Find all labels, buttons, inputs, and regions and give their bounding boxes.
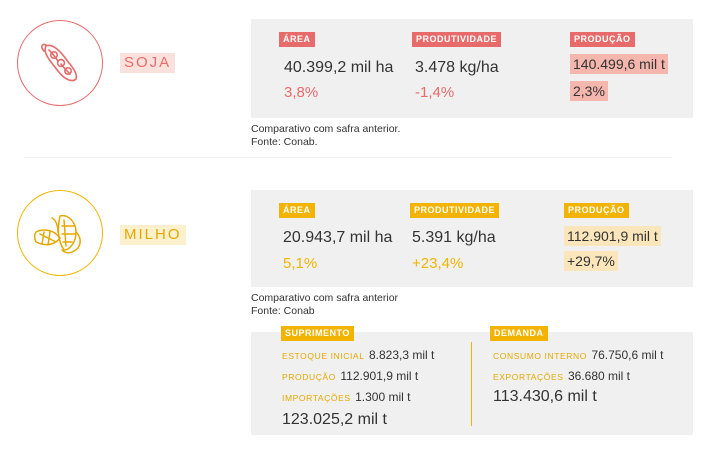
consumo-interno-key: CONSUMO INTERNO bbox=[493, 351, 587, 361]
soja-name: SOJA bbox=[120, 53, 176, 73]
soja-area-value: 40.399,2 mil ha bbox=[284, 59, 394, 76]
demanda-label: DEMANDA bbox=[490, 326, 548, 341]
soja-produtividade-label: PRODUTIVIDADE bbox=[412, 32, 502, 47]
corn-cob-icon bbox=[33, 214, 81, 254]
exportacoes-value: 36.680 mil t bbox=[567, 369, 631, 383]
consumo-interno-row: CONSUMO INTERNO 76.750,6 mil t bbox=[493, 348, 664, 363]
milho-area-value: 20.943,7 mil ha bbox=[283, 229, 393, 246]
estoque-inicial-row: ESTOQUE INICIAL 8.823,3 mil t bbox=[282, 348, 434, 363]
soja-note-comparativo: Comparativo com safra anterior. bbox=[251, 123, 401, 135]
estoque-inicial-key: ESTOQUE INICIAL bbox=[282, 351, 365, 361]
exportacoes-row: EXPORTAÇÕES 36.680 mil t bbox=[493, 369, 630, 384]
consumo-interno-value: 76.750,6 mil t bbox=[591, 348, 664, 362]
suprimento-producao-key: PRODUÇÃO bbox=[282, 372, 336, 382]
milho-name: MILHO bbox=[120, 225, 186, 245]
exportacoes-key: EXPORTAÇÕES bbox=[493, 372, 564, 382]
suprimento-label: SUPRIMENTO bbox=[281, 326, 354, 341]
milho-produtividade-change: +23,4% bbox=[412, 255, 464, 272]
milho-producao-label: PRODUÇÃO bbox=[564, 203, 629, 218]
soja-producao-label: PRODUÇÃO bbox=[570, 32, 635, 47]
soja-produtividade-value: 3.478 kg/ha bbox=[415, 59, 499, 76]
suprimento-total: 123.025,2 mil t bbox=[282, 411, 387, 428]
soja-icon-circle bbox=[17, 20, 103, 106]
section-divider bbox=[24, 157, 672, 158]
milho-producao-change: +29,7% bbox=[564, 251, 618, 271]
soja-area-change: 3,8% bbox=[284, 84, 319, 101]
soja-producao-change: 2,3% bbox=[570, 81, 608, 101]
milho-area-change: 5,1% bbox=[283, 255, 318, 272]
importacoes-value: 1.300 mil t bbox=[355, 390, 411, 404]
milho-produtividade-label: PRODUTIVIDADE bbox=[410, 203, 500, 218]
soja-note-fonte: Fonte: Conab. bbox=[251, 136, 318, 148]
milho-note-fonte: Fonte: Conab bbox=[251, 305, 315, 317]
soja-produtividade-change: -1,4% bbox=[415, 84, 455, 101]
milho-producao-value: 112.901,9 mil t bbox=[564, 226, 661, 246]
demanda-total: 113.430,6 mil t bbox=[493, 388, 597, 405]
milho-produtividade-value: 5.391 kg/ha bbox=[412, 229, 496, 246]
soja-area-label: ÁREA bbox=[279, 32, 315, 47]
milho-note-comparativo: Comparativo com safra anterior bbox=[251, 292, 399, 304]
milho-icon-circle bbox=[17, 190, 103, 276]
soybean-pod-icon bbox=[41, 43, 78, 82]
importacoes-row: IMPORTAÇÕES 1.300 mil t bbox=[282, 390, 410, 405]
importacoes-key: IMPORTAÇÕES bbox=[282, 393, 351, 403]
balance-divider bbox=[471, 342, 472, 426]
suprimento-producao-row: PRODUÇÃO 112.901,9 mil t bbox=[282, 369, 418, 384]
suprimento-producao-value: 112.901,9 mil t bbox=[340, 369, 419, 383]
milho-balance-panel bbox=[251, 332, 693, 435]
milho-area-label: ÁREA bbox=[279, 203, 315, 218]
soja-producao-value: 140.499,6 mil t bbox=[570, 54, 668, 74]
estoque-inicial-value: 8.823,3 mil t bbox=[368, 348, 435, 362]
